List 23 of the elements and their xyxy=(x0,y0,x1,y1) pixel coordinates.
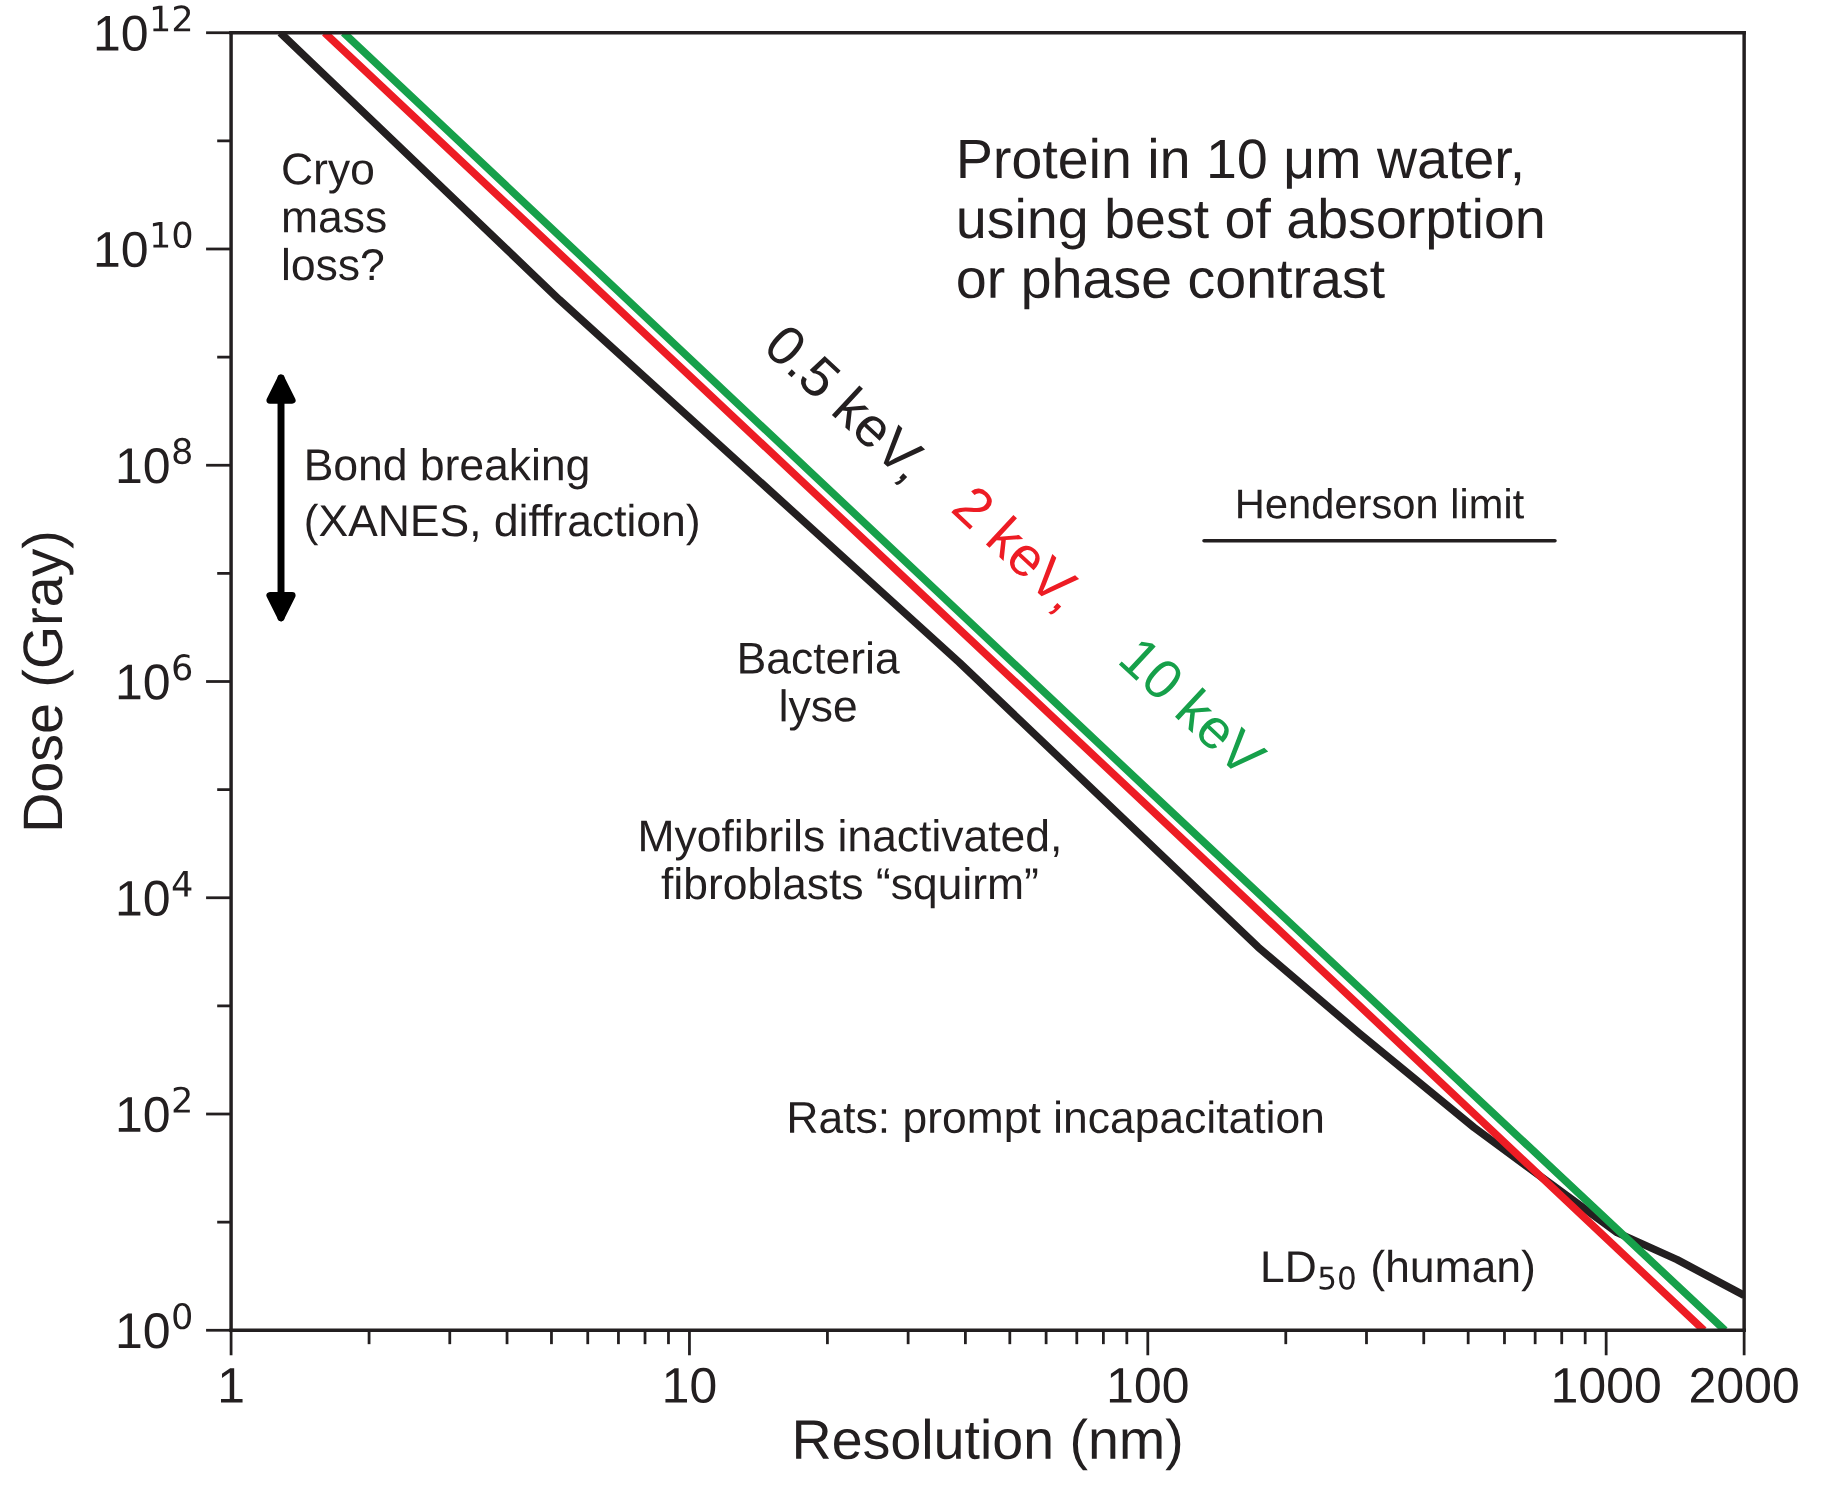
text: 10 keV xyxy=(1118,635,1270,780)
annotation: Myofibrils inactivated, fibroblasts “squirm” xyxy=(641,819,1059,909)
annotation: Bond breaking (XANES, diffraction) xyxy=(306,447,698,546)
annotation: Rats: prompt incapacitation xyxy=(790,1100,1323,1143)
x-tick-label: 10 xyxy=(665,1367,716,1404)
x-axis-title: Resolution (nm) xyxy=(796,1418,1181,1471)
y-tick-label: 10$^{6}$ xyxy=(118,654,192,700)
y-tick-label: 10$^{8}$ xyxy=(118,437,191,484)
y-tick-label: 10$^{0}$ xyxy=(118,1302,192,1349)
annotation: LD$_{50}$ (human) xyxy=(1263,1249,1534,1292)
y-tick-label: 10$^{4}$ xyxy=(118,870,192,917)
x-tick-label: 1 xyxy=(220,1368,243,1403)
y-tick-label: 10$^{12}$ xyxy=(96,5,191,51)
y-tick-label: 10$^{10}$ xyxy=(96,221,192,268)
x-tick-label: 2000 xyxy=(1691,1367,1798,1404)
y-axis-title: Dose (Gray) xyxy=(21,533,74,829)
x-tick-label: 100 xyxy=(1109,1367,1188,1404)
y-tick-label: 10$^{2}$ xyxy=(118,1086,190,1133)
annotation: Cryo mass loss? xyxy=(283,153,386,281)
ref-line-label: Henderson limit xyxy=(1238,488,1524,519)
annotation: Bacteria lyse xyxy=(740,641,900,731)
annotation: Protein in 10 μm water, using best of absorption or phase contrast xyxy=(958,137,1543,310)
x-tick-label: 1000 xyxy=(1554,1367,1660,1404)
